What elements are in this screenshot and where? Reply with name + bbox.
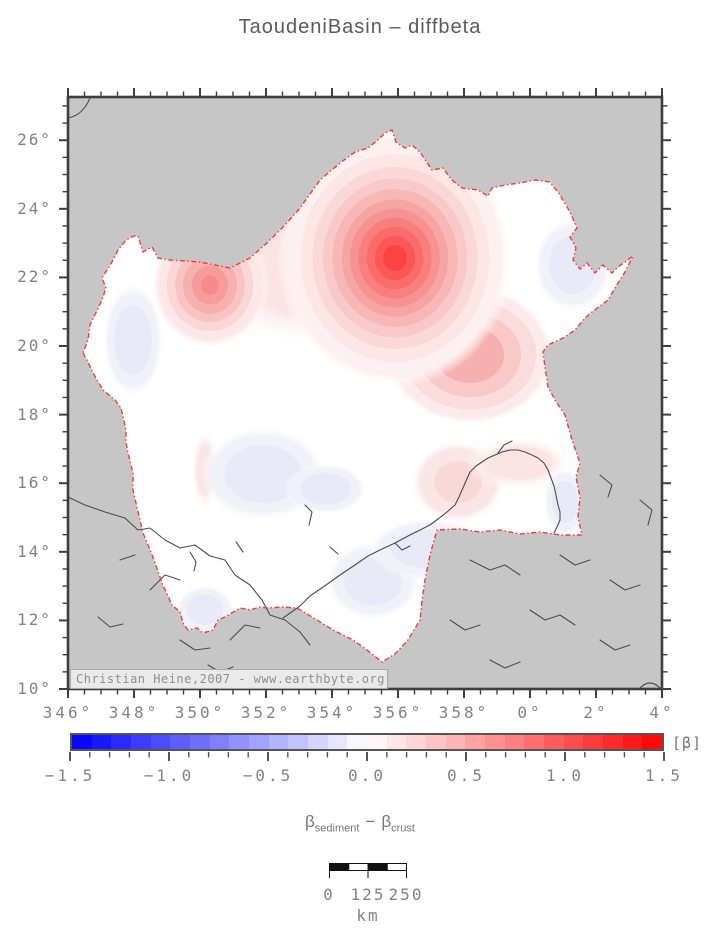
x-tick-label: 352° — [240, 703, 292, 722]
colorbar-segment — [91, 735, 112, 749]
colorbar-segment — [111, 735, 132, 749]
map-frame — [66, 95, 664, 691]
scale-bar — [329, 863, 407, 878]
x-tick-label: 4° — [649, 703, 675, 722]
colorbar-segment — [524, 735, 545, 749]
colorbar-segment — [190, 735, 210, 749]
colorbar-tick-label: 0.0 — [348, 766, 386, 785]
scalebar-label-125: 125 — [350, 885, 386, 904]
colorbar-segment — [563, 735, 584, 749]
colorbar-segment — [504, 735, 525, 749]
colorbar-tick-label: −1.0 — [143, 766, 195, 785]
colorbar-tick-label: 1.5 — [645, 766, 683, 785]
rivers — [68, 97, 661, 689]
y-tick-label: 20° — [17, 336, 52, 355]
y-tick-label: 16° — [17, 473, 52, 493]
y-tick-label: 18° — [17, 404, 52, 424]
colorbar-segment — [131, 735, 151, 749]
colorbar-segment — [445, 735, 466, 749]
x-tick-label: 350° — [174, 703, 226, 722]
negative-anomaly — [102, 282, 164, 398]
map-canvas — [59, 88, 671, 698]
colorbar-tick-label: 1.0 — [546, 766, 584, 785]
colorbar — [70, 733, 664, 751]
figure-title: TaoudeniBasin – diffbeta — [238, 16, 482, 38]
x-tick-label: 354° — [306, 703, 358, 722]
beta-symbol: β — [305, 812, 315, 831]
beta-subscript-sediment: sediment — [314, 822, 360, 835]
y-tick-label: 10° — [17, 679, 52, 698]
x-tick-label: 358° — [438, 703, 490, 722]
colorbar-segment — [249, 735, 269, 749]
scalebar-unit: km — [356, 906, 380, 925]
colorbar-ticks — [69, 752, 665, 761]
colorbar-tick-label: −0.5 — [242, 766, 294, 785]
colorbar-segment — [229, 735, 250, 749]
colorbar-segment — [170, 735, 191, 749]
colorbar-segment — [72, 735, 92, 749]
colorbar-segment — [209, 735, 230, 749]
colorbar-segment — [308, 735, 328, 749]
x-tick-label: 356° — [372, 703, 424, 722]
scalebar-label-0: 0 — [323, 885, 335, 904]
colorbar-segment — [622, 735, 643, 749]
colorbar-segment — [367, 735, 387, 749]
colorbar-segment — [150, 735, 171, 749]
colorbar-segment — [347, 735, 368, 749]
beta-subscript-crust: crust — [391, 822, 415, 835]
quantity-label: βsediment − βcrust — [0, 812, 720, 834]
colorbar-segment — [406, 735, 427, 749]
colorbar-segment — [642, 735, 663, 749]
negative-anomaly — [284, 463, 368, 515]
colorbar-tick-label: −1.5 — [44, 766, 96, 785]
y-tick-label: 26° — [17, 130, 52, 150]
y-tick-label: 24° — [17, 198, 52, 218]
x-tick-label: 2° — [583, 703, 609, 722]
colorbar-segment — [465, 735, 486, 749]
colorbar-segment — [603, 735, 623, 749]
colorbar-segment — [288, 735, 309, 749]
x-tick-label: 346° — [42, 703, 94, 722]
x-tick-label: 0° — [517, 703, 543, 722]
colorbar-tick-label: 0.5 — [447, 766, 485, 785]
colorbar-unit-label: [β] — [672, 734, 703, 752]
y-tick-label: 22° — [17, 267, 52, 287]
y-tick-label: 14° — [17, 541, 52, 561]
y-tick-label: 12° — [17, 610, 52, 630]
watermark: Christian Heine,2007 - www.earthbyte.org — [70, 669, 388, 689]
x-tick-label: 348° — [108, 703, 160, 722]
beta-symbol: β — [381, 812, 392, 831]
colorbar-segment — [426, 735, 446, 749]
minus-sign: − — [365, 812, 376, 831]
colorbar-segment — [327, 735, 348, 749]
colorbar-segment — [268, 735, 289, 749]
colorbar-segment — [386, 735, 407, 749]
colorbar-segment — [485, 735, 505, 749]
scalebar-label-250: 250 — [388, 885, 424, 904]
colorbar-segment — [583, 735, 604, 749]
positive-anomaly-max — [277, 130, 513, 388]
colorbar-segment — [544, 735, 564, 749]
positive-anomaly — [465, 435, 575, 491]
